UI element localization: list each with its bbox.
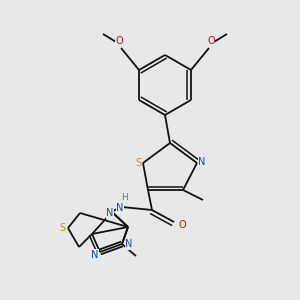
Text: N: N xyxy=(106,208,114,218)
Text: N: N xyxy=(125,239,133,249)
Text: O: O xyxy=(207,36,215,46)
Text: H: H xyxy=(121,193,128,202)
Text: N: N xyxy=(91,250,99,260)
Text: O: O xyxy=(115,36,123,46)
Text: S: S xyxy=(135,158,141,168)
Text: N: N xyxy=(198,157,206,167)
Text: N: N xyxy=(116,203,124,213)
Text: O: O xyxy=(178,220,186,230)
Text: S: S xyxy=(59,223,65,233)
Text: H: H xyxy=(122,193,128,202)
